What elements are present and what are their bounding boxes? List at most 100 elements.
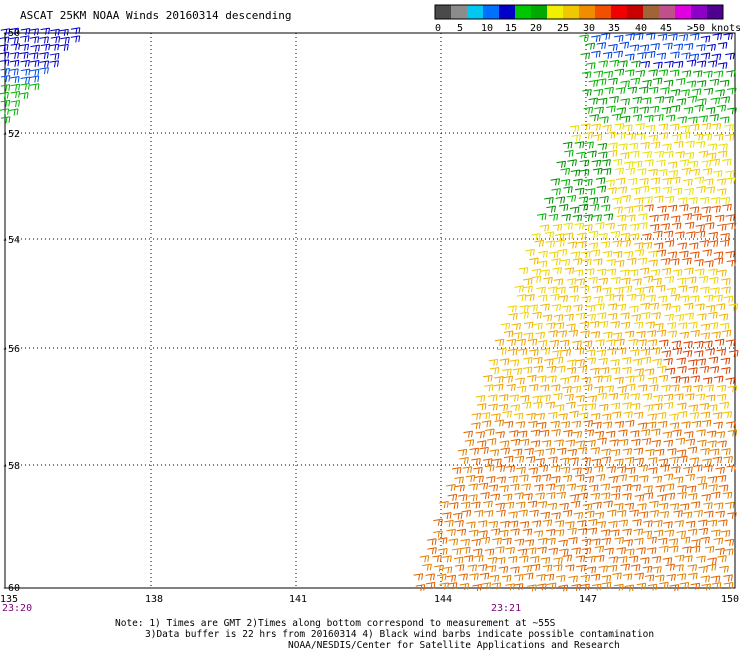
wind-barb xyxy=(713,257,724,265)
wind-barb xyxy=(559,339,570,347)
wind-barb xyxy=(503,455,514,463)
wind-barb xyxy=(617,385,627,393)
wind-barb xyxy=(434,564,444,572)
wind-barb xyxy=(664,275,675,284)
wind-barb xyxy=(50,28,60,36)
wind-barb xyxy=(658,458,669,466)
wind-barb xyxy=(726,222,737,230)
wind-barb xyxy=(538,464,549,472)
wind-barb xyxy=(489,367,500,375)
wind-barb xyxy=(679,204,689,212)
wind-barb xyxy=(707,440,717,448)
wind-barb xyxy=(558,295,569,303)
wind-barb xyxy=(581,457,592,465)
wind-barb xyxy=(591,50,601,58)
wind-barb xyxy=(616,466,627,474)
wind-barb xyxy=(667,448,677,456)
map-title: ASCAT 25KM NOAA Winds 20160314 descendin… xyxy=(20,9,292,22)
wind-barb xyxy=(702,214,712,222)
legend-swatch xyxy=(595,5,612,19)
wind-barb xyxy=(633,33,644,41)
wind-barb xyxy=(614,376,624,384)
wind-barb xyxy=(682,546,692,554)
wind-barb xyxy=(610,359,620,367)
wind-barb xyxy=(449,502,459,510)
wind-barb xyxy=(543,276,553,284)
wind-barb xyxy=(651,439,661,447)
wind-barb xyxy=(620,321,631,329)
wind-barb xyxy=(607,509,617,517)
wind-barb xyxy=(602,421,613,429)
wind-barb xyxy=(570,500,581,508)
wind-barb xyxy=(577,527,588,535)
wind-barb xyxy=(553,557,563,565)
wind-barb xyxy=(692,213,702,221)
wind-barb xyxy=(607,312,618,321)
wind-barb xyxy=(693,509,703,518)
wind-barb xyxy=(638,213,648,221)
wind-barb xyxy=(683,106,694,114)
wind-barb xyxy=(447,493,458,501)
wind-barb xyxy=(517,430,528,438)
wind-barb xyxy=(681,52,691,60)
wind-barb xyxy=(590,367,600,375)
wind-barb xyxy=(719,401,730,409)
wind-barb xyxy=(604,547,614,555)
wind-barb xyxy=(458,573,468,581)
wind-barb xyxy=(702,167,713,176)
wind-barb xyxy=(632,358,643,366)
wind-barb xyxy=(496,509,506,517)
wind-barb xyxy=(509,359,520,367)
wind-barb xyxy=(581,295,592,303)
wind-barb xyxy=(684,431,694,439)
wind-barb xyxy=(588,242,599,250)
wind-barb xyxy=(708,240,719,248)
wind-barb xyxy=(571,385,582,393)
legend-swatch xyxy=(691,5,708,19)
wind-barb xyxy=(463,554,474,563)
wind-barb xyxy=(665,114,676,122)
wind-barb xyxy=(647,413,657,421)
legend-swatch xyxy=(515,5,532,19)
wind-barb xyxy=(724,124,734,132)
wind-barb xyxy=(651,312,661,320)
wind-barb xyxy=(611,113,622,121)
wind-barb xyxy=(604,86,614,94)
wind-barb xyxy=(587,150,597,158)
wind-barb xyxy=(662,143,672,151)
wind-barb xyxy=(595,474,606,482)
wind-barb xyxy=(546,582,557,590)
wind-barb xyxy=(620,563,631,571)
lon-label-147: 147 xyxy=(579,594,597,605)
wind-barb xyxy=(716,188,727,196)
wind-barb xyxy=(591,583,602,591)
wind-barb xyxy=(662,557,673,565)
wind-barb xyxy=(696,429,706,437)
wind-barb xyxy=(676,98,687,106)
wind-barb xyxy=(573,511,584,520)
wind-barb xyxy=(626,132,637,140)
time-label-mid: 23:21 xyxy=(491,603,521,614)
wind-barb xyxy=(687,564,698,572)
legend-swatch xyxy=(531,5,548,19)
wind-barb xyxy=(570,169,581,177)
wind-barb xyxy=(612,572,622,580)
wind-barb xyxy=(683,466,693,474)
wind-barb xyxy=(596,42,607,50)
wind-barb xyxy=(612,197,622,205)
wind-barb xyxy=(658,69,669,77)
wind-barb xyxy=(588,97,599,105)
wind-barb xyxy=(641,97,652,105)
wind-barb xyxy=(468,494,478,502)
wind-barb xyxy=(482,458,493,466)
wind-barb xyxy=(716,384,727,392)
wind-barb xyxy=(536,213,547,221)
wind-barb xyxy=(677,116,688,124)
wind-barb xyxy=(498,403,509,411)
wind-barb xyxy=(457,448,468,456)
wind-barb xyxy=(596,78,607,86)
wind-barb xyxy=(39,60,50,68)
wind-barb xyxy=(623,206,634,214)
wind-barb xyxy=(628,269,639,277)
wind-barb xyxy=(709,366,720,374)
